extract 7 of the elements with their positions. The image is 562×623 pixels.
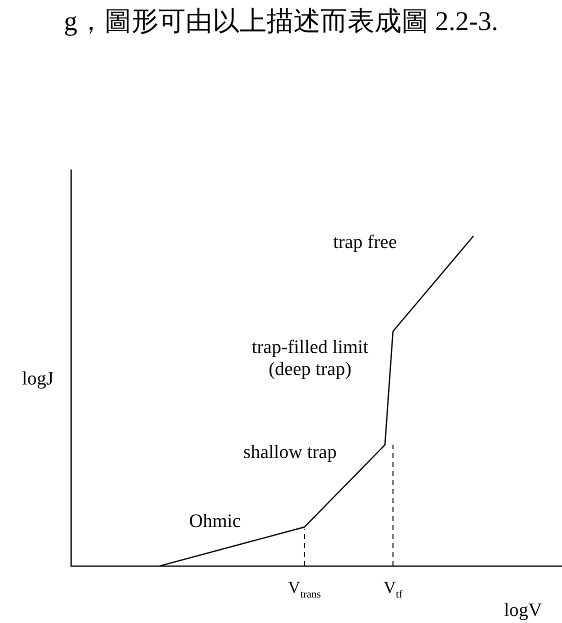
y-axis-title: logJ [22, 368, 54, 390]
chart-title: g，圖形可由以上描述而表成圖 2.2-3. [64, 6, 498, 36]
x-axis-title: logV [504, 600, 542, 621]
annotation: trap free [333, 232, 397, 253]
annotation: Ohmic [189, 511, 241, 532]
annotation: trap-filled limit (deep trap) [252, 337, 370, 380]
annotation: shallow trap [243, 442, 337, 463]
